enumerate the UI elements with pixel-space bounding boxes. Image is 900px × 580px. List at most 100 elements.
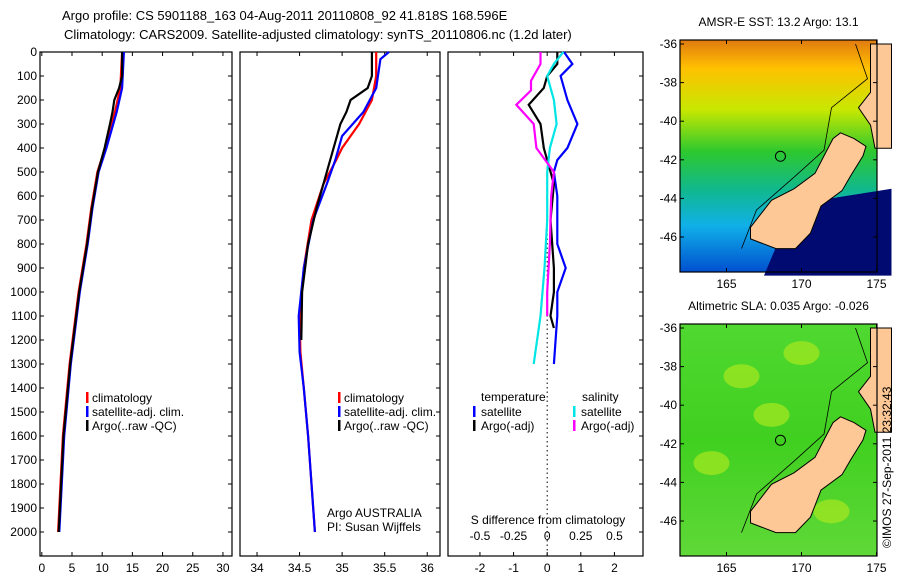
legend-label: climatology — [344, 391, 404, 405]
legend-swatch-s-satellite — [573, 406, 576, 417]
legend-header-salinity: salinity — [582, 390, 619, 404]
x-tick-label: 35.5 — [373, 561, 397, 575]
south-island-land — [750, 416, 867, 534]
s-tick-label: -0.25 — [500, 529, 528, 543]
legend-swatch-satellite — [338, 406, 341, 417]
profile-line-argo-raw-qc- — [300, 52, 373, 341]
y-tick-label: 1800 — [10, 477, 37, 491]
s-difference-axis-label: S difference from climatology — [471, 513, 626, 527]
y-tick-label: 2000 — [10, 525, 37, 539]
map-title: Altimetric SLA: 0.035 Argo: -0.026 — [688, 299, 869, 313]
x-tick-label: -1 — [508, 561, 519, 575]
lat-tick-label: -44 — [660, 191, 678, 205]
lat-tick-label: -40 — [660, 114, 678, 128]
profile-line-satellite-adj-clim- — [297, 51, 390, 533]
legend-swatch-argo — [86, 420, 89, 431]
annotation-pi: PI: Susan Wijffels — [327, 520, 421, 534]
y-tick-label: 1000 — [10, 285, 37, 299]
legend-label: Argo(..raw -QC) — [344, 419, 429, 433]
x-axis-label: salinity — [322, 578, 359, 580]
temperature-panel: 0100200300400500600700800900100011001200… — [10, 45, 233, 580]
lon-tick-label: 175 — [866, 561, 886, 575]
north-island-land — [857, 43, 892, 149]
lat-tick-label: -46 — [660, 230, 678, 244]
sla-anomaly-patch — [693, 451, 730, 476]
x-tick-label: 25 — [186, 561, 200, 575]
x-tick-label: 36 — [421, 561, 435, 575]
y-tick-label: 1400 — [10, 381, 37, 395]
legend-swatch-s-argo — [573, 420, 576, 431]
x-tick-label: 1 — [577, 561, 584, 575]
legend-label: satellite-adj. clim. — [344, 405, 436, 419]
annotation-argo-australia: Argo AUSTRALIA — [327, 506, 422, 520]
title-line-2: Climatology: CARS2009. Satellite-adjuste… — [64, 27, 572, 42]
map-frame — [679, 39, 878, 273]
x-tick-label: 0 — [38, 561, 45, 575]
y-tick-label: 0 — [30, 45, 37, 59]
argo-float-location-marker — [774, 434, 786, 446]
map-title: AMSR-E SST: 13.2 Argo: 13.1 — [698, 15, 858, 29]
argo-float-location-marker — [774, 150, 786, 162]
map-frame — [679, 323, 878, 557]
legend-label: climatology — [92, 391, 152, 405]
x-tick-label: 2 — [611, 561, 618, 575]
axes-box — [239, 51, 441, 557]
y-tick-label: 200 — [17, 93, 37, 107]
legend-label: satellite — [581, 405, 622, 419]
sla-anomaly-patch — [753, 402, 790, 427]
x-tick-label: 5 — [69, 561, 76, 575]
y-tick-label: 1700 — [10, 453, 37, 467]
lon-tick-label: 165 — [716, 561, 736, 575]
sla-anomaly-patch — [723, 364, 760, 389]
sla-anomaly-patch — [783, 341, 820, 366]
y-tick-label: 1100 — [11, 309, 37, 323]
s-tick-label: 0.5 — [606, 529, 623, 543]
north-island-land — [857, 327, 892, 433]
salinity-panel: 34 34.5 35 35.5 36 salinity — [239, 51, 441, 580]
lat-tick-label: -38 — [660, 360, 678, 374]
y-tick-label: 1600 — [10, 429, 37, 443]
legend-label: Argo(-adj) — [481, 419, 534, 433]
y-tick-label: 1900 — [10, 501, 37, 515]
difference-panel: -2 -1 0 1 2 T difference from climatology -0.5… — [447, 51, 644, 580]
lon-tick-label: 170 — [791, 277, 811, 291]
y-tick-label: 600 — [17, 189, 37, 203]
x-tick-label: 0 — [544, 561, 551, 575]
axes-box — [447, 51, 644, 557]
profile-line-satellite-adj-clim- — [58, 51, 125, 533]
profile-line-climatology — [298, 52, 378, 533]
legend-swatch-t-satellite — [473, 406, 476, 417]
legend-label: satellite — [481, 405, 522, 419]
lat-tick-label: -36 — [660, 321, 678, 335]
profile-line-temperature-satellite — [552, 51, 579, 365]
sla-map: Altimetric SLA: 0.035 Argo: -0.026 -36 -38… — [660, 299, 892, 575]
lon-tick-label: 175 — [866, 277, 886, 291]
profile-line-argo-raw-qc- — [57, 52, 124, 533]
legend-temperature-panel: climatology satellite-adj. clim. Argo(..… — [86, 391, 184, 433]
lat-tick-label: -44 — [660, 475, 678, 489]
x-tick-label: 34.5 — [288, 561, 312, 575]
y-tick-label: 400 — [17, 141, 37, 155]
south-island-land — [750, 132, 867, 250]
x-tick-label: 10 — [96, 561, 110, 575]
axes-box — [39, 51, 233, 557]
x-axis-label: temperature (deg C) — [82, 578, 190, 580]
legend-difference-panel: temperature salinity satellite Argo(-adj… — [471, 390, 635, 527]
x-tick-label: 30 — [216, 561, 230, 575]
legend-swatch-argo — [338, 420, 341, 431]
x-axis-label: T difference from climatology — [469, 578, 623, 580]
imos-credit: ©IMOS 27-Sep-2011 23:32:43 — [880, 386, 894, 548]
legend-swatch-climatology — [86, 392, 89, 403]
legend-header-temperature: temperature — [481, 390, 546, 404]
x-tick-label: 34 — [250, 561, 264, 575]
legend-label: satellite-adj. clim. — [92, 405, 184, 419]
legend-salinity-panel: climatology satellite-adj. clim. Argo(..… — [327, 391, 436, 534]
y-tick-label: 1200 — [10, 333, 37, 347]
legend-swatch-satellite — [86, 406, 89, 417]
x-tick-label: 35 — [335, 561, 349, 575]
legend-swatch-climatology — [338, 392, 341, 403]
y-tick-label: 100 — [17, 69, 37, 83]
lat-tick-label: -42 — [660, 153, 678, 167]
sla-anomaly-patch — [813, 499, 850, 524]
